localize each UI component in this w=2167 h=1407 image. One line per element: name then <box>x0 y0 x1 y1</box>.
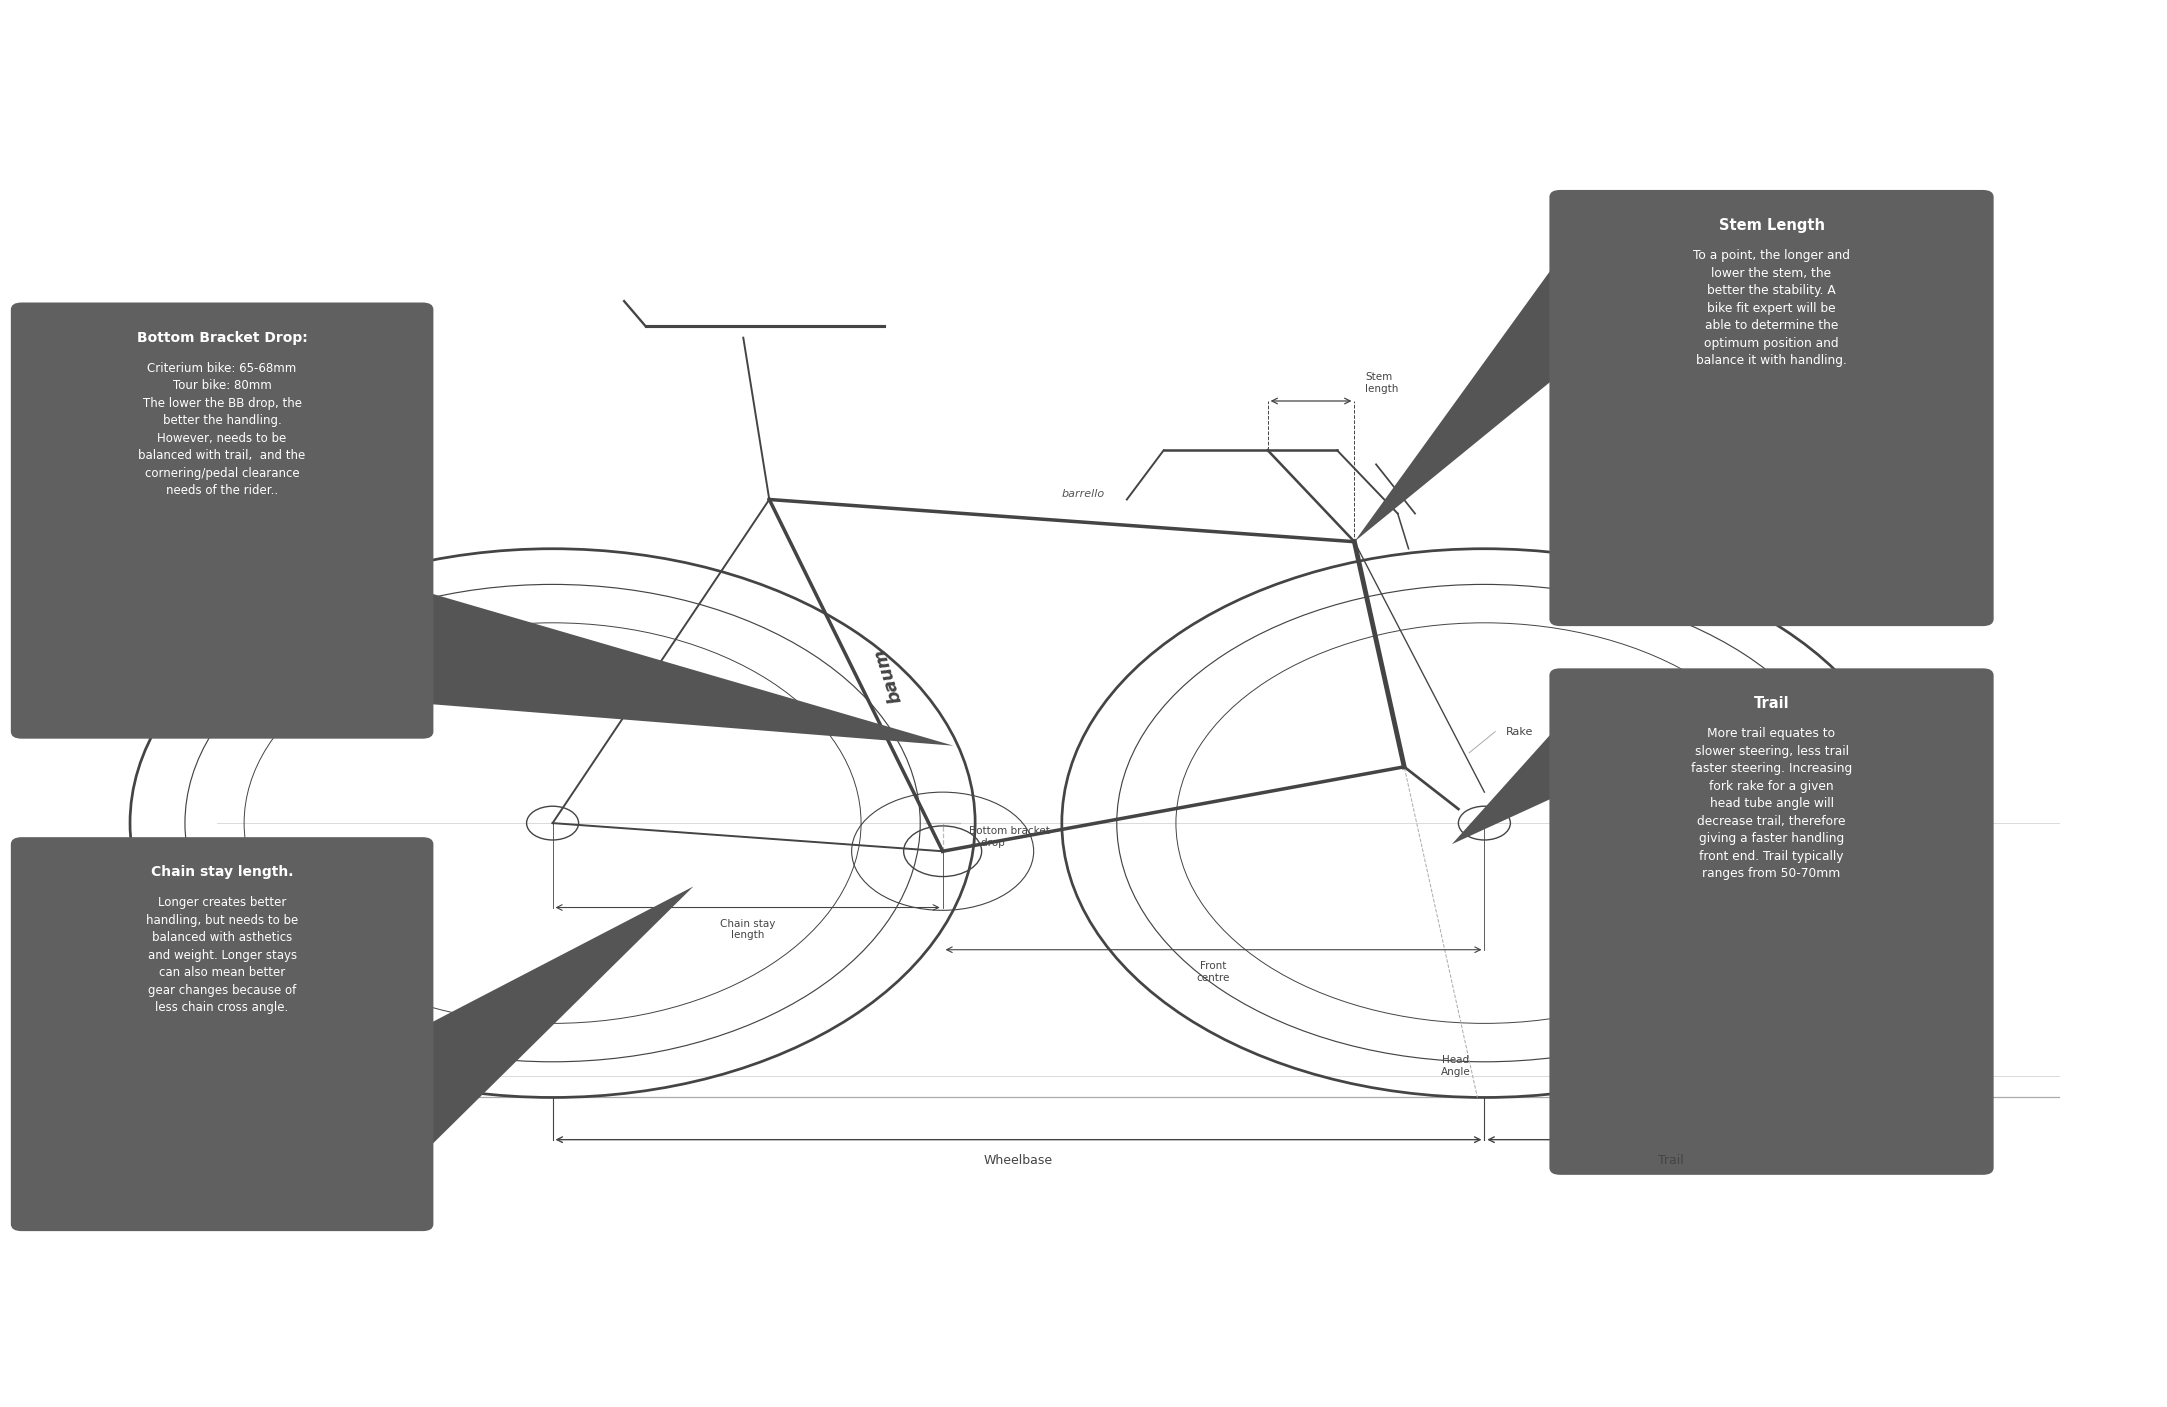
Text: To a point, the longer and
lower the stem, the
better the stability. A
bike fit : To a point, the longer and lower the ste… <box>1692 249 1851 367</box>
Text: Trail: Trail <box>1753 696 1790 712</box>
Polygon shape <box>423 886 693 1154</box>
Text: More trail equates to
slower steering, less trail
faster steering. Increasing
fo: More trail equates to slower steering, l… <box>1690 727 1853 881</box>
Text: Head
Angle: Head Angle <box>1441 1055 1471 1076</box>
FancyBboxPatch shape <box>1549 190 1994 626</box>
Text: Chain stay
length: Chain stay length <box>719 919 776 940</box>
Polygon shape <box>1452 675 1820 844</box>
Text: Front
centre: Front centre <box>1196 961 1231 982</box>
FancyBboxPatch shape <box>11 837 433 1231</box>
Polygon shape <box>423 591 953 746</box>
Text: Trail: Trail <box>1658 1154 1684 1166</box>
Text: baum: baum <box>871 646 906 705</box>
Text: Chain stay length.: Chain stay length. <box>152 865 293 879</box>
Text: Bottom bracket
↓ drop: Bottom bracket ↓ drop <box>969 826 1049 848</box>
FancyBboxPatch shape <box>11 303 433 739</box>
Text: Wheelbase: Wheelbase <box>984 1154 1053 1166</box>
Text: barrello: barrello <box>1062 490 1105 499</box>
Text: Criterium bike: 65-68mm
Tour bike: 80mm
The lower the BB drop, the
better the ha: Criterium bike: 65-68mm Tour bike: 80mm … <box>139 362 306 497</box>
Text: Stem Length: Stem Length <box>1718 218 1825 234</box>
Polygon shape <box>1354 197 1777 542</box>
Text: Rake: Rake <box>1506 726 1534 737</box>
Text: Stem
length: Stem length <box>1365 373 1398 394</box>
Text: Longer creates better
handling, but needs to be
balanced with asthetics
and weig: Longer creates better handling, but need… <box>145 896 299 1014</box>
Text: Bottom Bracket Drop:: Bottom Bracket Drop: <box>137 331 308 345</box>
FancyBboxPatch shape <box>1549 668 1994 1175</box>
